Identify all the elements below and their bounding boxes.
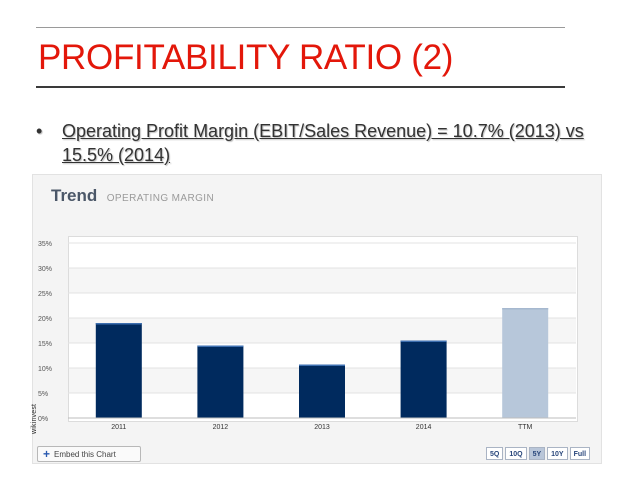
wikinvest-logo: wikinvest (31, 392, 47, 444)
x-tick-label: 2012 (213, 424, 229, 431)
y-tick-label: 25% (38, 291, 52, 298)
slide-title: PROFITABILITY RATIO (2) (38, 38, 454, 77)
bar-top-highlight (197, 345, 244, 347)
bullet-text[interactable]: Operating Profit Margin (EBIT/Sales Reve… (62, 121, 584, 165)
grid-band (69, 268, 576, 293)
title-underline (36, 86, 565, 88)
x-tick-label: 2011 (111, 424, 126, 431)
bar-2013[interactable] (299, 364, 345, 419)
y-tick-label: 5% (38, 391, 48, 398)
chart-header: Trend OPERATING MARGIN (51, 186, 214, 206)
x-tick-label: 2014 (416, 424, 432, 431)
bar-top-highlight (299, 364, 345, 366)
range-button-5y[interactable]: 5Y (528, 447, 546, 460)
bar-2014[interactable] (400, 340, 447, 419)
bar-top-highlight (502, 308, 549, 310)
grid-band (69, 318, 576, 343)
plus-icon: + (43, 447, 51, 461)
range-button-10q[interactable]: 10Q (505, 447, 527, 460)
chart-title: Trend (51, 186, 98, 205)
bar-2011[interactable] (95, 323, 142, 418)
bar-2012[interactable] (197, 345, 244, 419)
embed-chart-button[interactable]: + Embed this Chart (37, 446, 141, 462)
y-tick-label: 0% (38, 416, 48, 423)
embed-chart-label: Embed this Chart (54, 450, 116, 459)
range-button-10y[interactable]: 10Y (547, 447, 568, 460)
x-tick-label: TTM (518, 424, 533, 431)
y-tick-label: 10% (38, 366, 52, 373)
chart-subtitle: OPERATING MARGIN (106, 193, 215, 204)
bar-top-highlight (95, 323, 142, 325)
bar-top-highlight (400, 340, 447, 342)
range-button-5q[interactable]: 5Q (486, 447, 504, 460)
top-divider (36, 27, 565, 28)
y-tick-label: 35% (38, 241, 52, 248)
x-tick-label: 2013 (314, 424, 330, 431)
range-button-full[interactable]: Full (569, 447, 591, 460)
wikinvest-logo-text: wikinvest (31, 403, 38, 434)
y-tick-label: 15% (38, 341, 52, 348)
bullet-marker: • (36, 121, 43, 141)
y-tick-label: 30% (38, 266, 52, 273)
range-button-group: 5Q 10Q 5Y 10Y Full (486, 447, 592, 465)
y-tick-label: 20% (38, 316, 52, 323)
bar-ttm[interactable] (502, 308, 549, 418)
